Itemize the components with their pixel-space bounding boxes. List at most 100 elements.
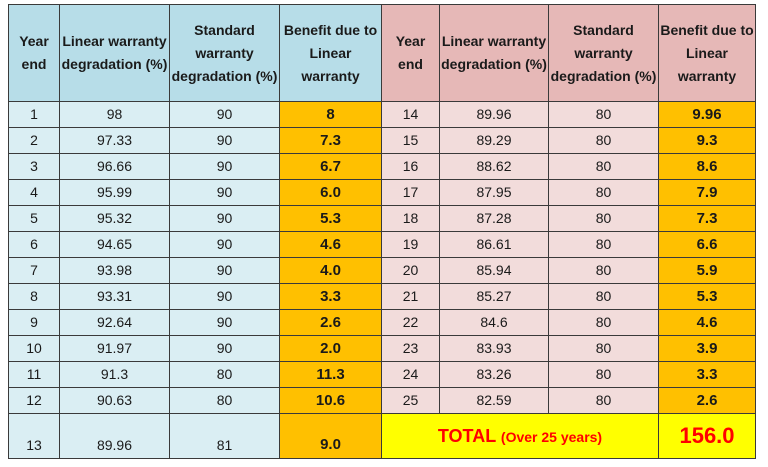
year-cell: 7 bbox=[8, 257, 60, 284]
table-row: 2 97.33 90 7.3 15 89.29 80 9.3 bbox=[8, 127, 756, 154]
standard-degradation-cell: 90 bbox=[169, 205, 280, 232]
benefit-cell: 4.6 bbox=[658, 309, 756, 336]
year-cell: 12 bbox=[8, 387, 60, 414]
table-row: 4 95.99 90 6.0 17 87.95 80 7.9 bbox=[8, 179, 756, 206]
standard-degradation-cell: 80 bbox=[169, 387, 280, 414]
year-cell: 22 bbox=[381, 309, 440, 336]
year-cell: 16 bbox=[381, 153, 440, 180]
linear-degradation-cell: 89.96 bbox=[59, 413, 170, 459]
table-row: 6 94.65 90 4.6 19 86.61 80 6.6 bbox=[8, 231, 756, 258]
standard-degradation-cell: 90 bbox=[169, 127, 280, 154]
table-row: 12 90.63 80 10.6 25 82.59 80 2.6 bbox=[8, 387, 756, 414]
year-cell: 25 bbox=[381, 387, 440, 414]
table-row: 7 93.98 90 4.0 20 85.94 80 5.9 bbox=[8, 257, 756, 284]
warranty-comparison-table: Year end Linear warranty degradation (%)… bbox=[8, 4, 756, 459]
header-benefit-right: Benefit due to Linear warranty bbox=[658, 4, 756, 102]
year-cell: 20 bbox=[381, 257, 440, 284]
benefit-cell: 6.6 bbox=[658, 231, 756, 258]
standard-degradation-cell: 80 bbox=[548, 387, 659, 414]
year-cell: 24 bbox=[381, 361, 440, 388]
standard-degradation-cell: 80 bbox=[548, 231, 659, 258]
linear-degradation-cell: 87.95 bbox=[439, 179, 549, 206]
table-row: 10 91.97 90 2.0 23 83.93 80 3.9 bbox=[8, 335, 756, 362]
standard-degradation-cell: 90 bbox=[169, 309, 280, 336]
header-row: Year end Linear warranty degradation (%)… bbox=[8, 4, 756, 102]
year-cell: 13 bbox=[8, 413, 60, 459]
year-cell: 1 bbox=[8, 101, 60, 128]
header-benefit-left: Benefit due to Linear warranty bbox=[279, 4, 382, 102]
table-row: 13 89.96 81 9.0 TOTAL (Over 25 years) 156.0 bbox=[8, 413, 756, 459]
benefit-cell: 5.9 bbox=[658, 257, 756, 284]
linear-degradation-cell: 84.6 bbox=[439, 309, 549, 336]
year-cell: 2 bbox=[8, 127, 60, 154]
linear-degradation-cell: 95.32 bbox=[59, 205, 170, 232]
benefit-cell: 6.0 bbox=[279, 179, 382, 206]
table-row: 11 91.3 80 11.3 24 83.26 80 3.3 bbox=[8, 361, 756, 388]
year-cell: 3 bbox=[8, 153, 60, 180]
benefit-cell: 4.6 bbox=[279, 231, 382, 258]
linear-degradation-cell: 83.93 bbox=[439, 335, 549, 362]
linear-degradation-cell: 91.97 bbox=[59, 335, 170, 362]
benefit-cell: 3.9 bbox=[658, 335, 756, 362]
linear-degradation-cell: 85.94 bbox=[439, 257, 549, 284]
linear-degradation-cell: 82.59 bbox=[439, 387, 549, 414]
linear-degradation-cell: 91.3 bbox=[59, 361, 170, 388]
standard-degradation-cell: 80 bbox=[548, 153, 659, 180]
benefit-cell: 8.6 bbox=[658, 153, 756, 180]
benefit-cell: 7.3 bbox=[658, 205, 756, 232]
benefit-cell: 5.3 bbox=[658, 283, 756, 310]
table-row: 9 92.64 90 2.6 22 84.6 80 4.6 bbox=[8, 309, 756, 336]
header-standard-right: Standard warranty degradation (%) bbox=[548, 4, 659, 102]
benefit-cell: 8 bbox=[279, 101, 382, 128]
total-label: TOTAL bbox=[437, 425, 496, 446]
standard-degradation-cell: 90 bbox=[169, 335, 280, 362]
benefit-cell: 6.7 bbox=[279, 153, 382, 180]
benefit-cell: 3.3 bbox=[658, 361, 756, 388]
standard-degradation-cell: 80 bbox=[169, 361, 280, 388]
standard-degradation-cell: 80 bbox=[548, 309, 659, 336]
standard-degradation-cell: 80 bbox=[548, 257, 659, 284]
linear-degradation-cell: 95.99 bbox=[59, 179, 170, 206]
benefit-cell: 2.0 bbox=[279, 335, 382, 362]
standard-degradation-cell: 80 bbox=[548, 127, 659, 154]
header-linear-right: Linear warranty degradation (%) bbox=[439, 4, 549, 102]
linear-degradation-cell: 89.96 bbox=[439, 101, 549, 128]
year-cell: 18 bbox=[381, 205, 440, 232]
standard-degradation-cell: 90 bbox=[169, 283, 280, 310]
year-cell: 15 bbox=[381, 127, 440, 154]
benefit-cell: 7.3 bbox=[279, 127, 382, 154]
benefit-cell: 9.96 bbox=[658, 101, 756, 128]
benefit-cell: 11.3 bbox=[279, 361, 382, 388]
linear-degradation-cell: 92.64 bbox=[59, 309, 170, 336]
header-year-end-right: Year end bbox=[381, 4, 440, 102]
year-cell: 14 bbox=[381, 101, 440, 128]
header-year-end-left: Year end bbox=[8, 4, 60, 102]
table-row: 8 93.31 90 3.3 21 85.27 80 5.3 bbox=[8, 283, 756, 310]
standard-degradation-cell: 90 bbox=[169, 101, 280, 128]
standard-degradation-cell: 90 bbox=[169, 153, 280, 180]
table-row: 3 96.66 90 6.7 16 88.62 80 8.6 bbox=[8, 153, 756, 180]
standard-degradation-cell: 90 bbox=[169, 257, 280, 284]
year-cell: 6 bbox=[8, 231, 60, 258]
benefit-cell: 5.3 bbox=[279, 205, 382, 232]
linear-degradation-cell: 87.28 bbox=[439, 205, 549, 232]
benefit-cell: 7.9 bbox=[658, 179, 756, 206]
year-cell: 4 bbox=[8, 179, 60, 206]
benefit-cell: 4.0 bbox=[279, 257, 382, 284]
linear-degradation-cell: 93.98 bbox=[59, 257, 170, 284]
linear-degradation-cell: 98 bbox=[59, 101, 170, 128]
benefit-cell: 2.6 bbox=[658, 387, 756, 414]
total-value-cell: 156.0 bbox=[658, 413, 756, 459]
total-sublabel: (Over 25 years) bbox=[500, 428, 603, 445]
header-standard-left: Standard warranty degradation (%) bbox=[169, 4, 280, 102]
linear-degradation-cell: 97.33 bbox=[59, 127, 170, 154]
linear-degradation-cell: 83.26 bbox=[439, 361, 549, 388]
linear-degradation-cell: 89.29 bbox=[439, 127, 549, 154]
year-cell: 10 bbox=[8, 335, 60, 362]
benefit-cell: 3.3 bbox=[279, 283, 382, 310]
year-cell: 9 bbox=[8, 309, 60, 336]
benefit-cell: 9.3 bbox=[658, 127, 756, 154]
total-label-cell: TOTAL (Over 25 years) bbox=[381, 413, 659, 459]
year-cell: 23 bbox=[381, 335, 440, 362]
year-cell: 19 bbox=[381, 231, 440, 258]
